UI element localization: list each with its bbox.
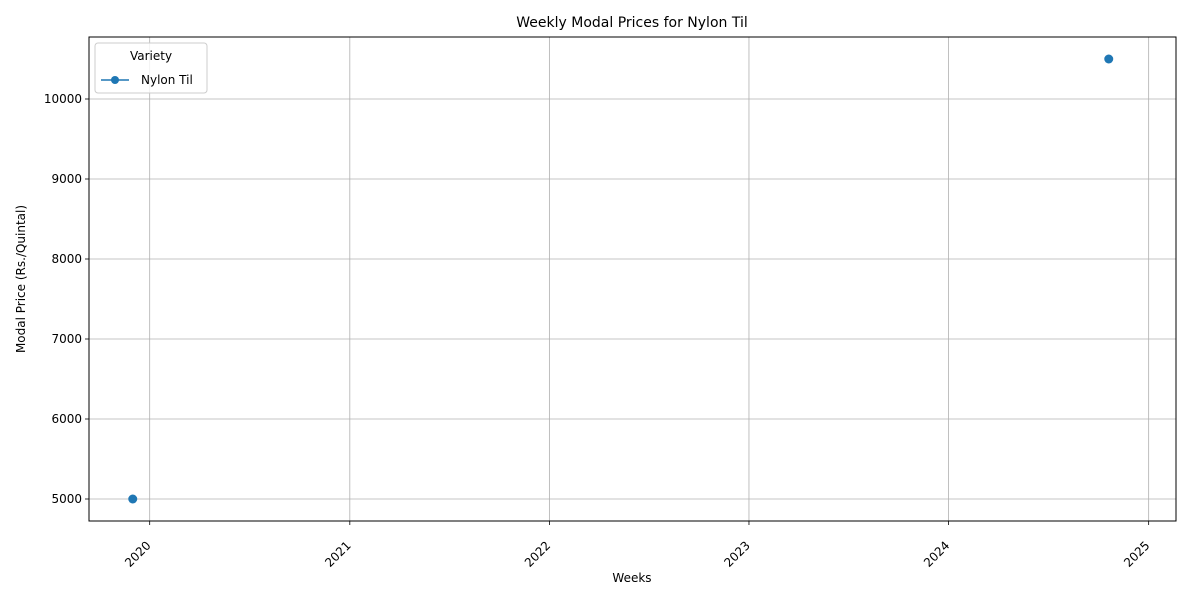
grid xyxy=(89,37,1176,521)
y-tick-label: 8000 xyxy=(51,252,82,266)
legend-title: Variety xyxy=(130,49,172,63)
y-tick-label: 10000 xyxy=(44,92,82,106)
legend-marker-swatch xyxy=(111,76,119,84)
series-layer xyxy=(128,54,1114,504)
data-point xyxy=(1104,54,1114,64)
chart-title: Weekly Modal Prices for Nylon Til xyxy=(516,15,747,31)
y-tick-label: 6000 xyxy=(51,412,82,426)
plot-frame xyxy=(88,36,1177,522)
legend-entry-label: Nylon Til xyxy=(141,73,193,87)
y-tick-label: 5000 xyxy=(51,492,82,506)
y-tick-label: 9000 xyxy=(51,172,82,186)
y-axis-label: Modal Price (Rs./Quintal) xyxy=(14,205,28,353)
data-point xyxy=(128,494,138,504)
legend: Variety Nylon Til xyxy=(94,42,208,94)
y-axis-ticks: 5000 6000 7000 8000 9000 10000 xyxy=(44,92,89,506)
x-axis-label: Weeks xyxy=(612,571,651,585)
y-tick-label: 7000 xyxy=(51,332,82,346)
